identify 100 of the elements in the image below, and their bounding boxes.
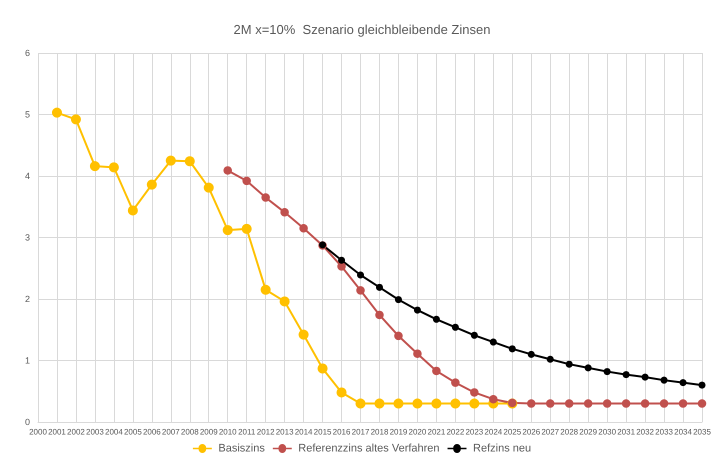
point bbox=[318, 363, 328, 374]
x-tick-label: 2011 bbox=[238, 428, 256, 436]
x-tick-label: 2020 bbox=[408, 428, 427, 436]
point bbox=[90, 161, 100, 172]
point bbox=[393, 398, 404, 409]
x-tick-label: 2000 bbox=[29, 428, 48, 436]
y-tick-label: 0 bbox=[24, 417, 30, 427]
point bbox=[527, 399, 536, 408]
x-tick-label: 2017 bbox=[352, 428, 370, 436]
point bbox=[470, 388, 479, 397]
x-tick-label: 2022 bbox=[446, 428, 465, 436]
x-tick-label: 2007 bbox=[162, 428, 180, 436]
point bbox=[242, 176, 251, 186]
x-tick-label: 2013 bbox=[276, 428, 294, 436]
point bbox=[489, 394, 498, 404]
x-tick-label: 2006 bbox=[142, 428, 162, 436]
point bbox=[146, 180, 157, 190]
point bbox=[546, 399, 554, 408]
point bbox=[602, 399, 612, 408]
x-tick-label: 2009 bbox=[200, 428, 218, 436]
point bbox=[490, 338, 497, 346]
y-tick-label: 3 bbox=[24, 232, 30, 242]
point bbox=[680, 379, 687, 386]
chart-title: 2M x=10% Szenario gleichbleibende Zinsen bbox=[234, 22, 490, 37]
y-tick-label: 6 bbox=[24, 48, 30, 58]
x-tick-label: 2027 bbox=[541, 428, 560, 436]
x-tick-label: 2008 bbox=[180, 428, 200, 436]
x-tick-label: 2005 bbox=[124, 428, 142, 436]
x-tick-label: 2030 bbox=[598, 428, 617, 436]
point bbox=[184, 156, 195, 166]
x-tick-label: 2031 bbox=[617, 428, 636, 436]
point bbox=[584, 364, 592, 372]
point bbox=[469, 398, 480, 409]
point bbox=[528, 350, 535, 358]
point bbox=[166, 156, 176, 166]
point bbox=[470, 332, 478, 339]
point bbox=[698, 382, 706, 389]
point bbox=[604, 368, 611, 376]
point bbox=[222, 225, 233, 236]
y-tick-label: 1 bbox=[24, 356, 30, 366]
x-tick-label: 2021 bbox=[428, 428, 446, 436]
x-tick-label: 2032 bbox=[636, 428, 655, 436]
point bbox=[223, 166, 232, 175]
x-tick-label: 2015 bbox=[314, 428, 332, 436]
x-tick-label: 2026 bbox=[522, 428, 541, 436]
point bbox=[508, 345, 516, 352]
point bbox=[356, 398, 366, 409]
point bbox=[564, 399, 574, 408]
point bbox=[280, 208, 289, 217]
y-tick-label: 2 bbox=[24, 294, 30, 304]
point bbox=[450, 398, 460, 409]
point bbox=[299, 224, 308, 233]
point bbox=[204, 182, 214, 193]
x-tick-label: 2019 bbox=[390, 428, 408, 436]
point bbox=[546, 356, 554, 363]
x-tick-label: 2001 bbox=[48, 428, 66, 436]
x-tick-label: 2029 bbox=[579, 428, 598, 436]
point bbox=[432, 316, 440, 323]
x-tick-label: 2023 bbox=[465, 428, 484, 436]
point bbox=[640, 399, 650, 408]
x-tick-label: 2033 bbox=[655, 428, 674, 436]
point bbox=[128, 205, 138, 216]
x-tick-label: 2004 bbox=[104, 428, 124, 436]
point bbox=[678, 399, 688, 408]
legend-label: Refzins neu bbox=[473, 442, 532, 454]
point bbox=[374, 398, 384, 409]
point bbox=[431, 398, 442, 409]
x-tick-label: 2034 bbox=[674, 428, 692, 436]
point bbox=[642, 374, 649, 381]
point bbox=[622, 371, 630, 378]
x-tick-label: 2035 bbox=[693, 428, 712, 436]
point bbox=[566, 360, 573, 368]
point bbox=[660, 399, 668, 408]
y-tick-label: 4 bbox=[24, 171, 30, 181]
point bbox=[108, 162, 119, 172]
y-tick-label: 5 bbox=[24, 110, 30, 120]
point bbox=[376, 284, 383, 291]
point bbox=[622, 399, 630, 408]
legend-label: Referenzzins altes Verfahren bbox=[298, 442, 440, 454]
x-tick-label: 2010 bbox=[218, 428, 238, 436]
point bbox=[413, 349, 422, 358]
x-tick-label: 2014 bbox=[294, 428, 314, 436]
point bbox=[52, 108, 62, 118]
x-tick-label: 2024 bbox=[484, 428, 503, 436]
x-tick-label: 2002 bbox=[67, 428, 86, 436]
point bbox=[280, 296, 290, 306]
point bbox=[584, 399, 592, 408]
x-tick-label: 2003 bbox=[86, 428, 104, 436]
point bbox=[394, 332, 403, 340]
x-tick-label: 2018 bbox=[370, 428, 389, 436]
x-tick-label: 2025 bbox=[503, 428, 522, 436]
point bbox=[70, 114, 81, 124]
point bbox=[660, 376, 668, 384]
point bbox=[412, 398, 422, 409]
point bbox=[375, 310, 384, 320]
point bbox=[357, 272, 364, 279]
x-tick-label: 2012 bbox=[256, 428, 276, 436]
legend-label: Basiszins bbox=[218, 442, 266, 454]
x-tick-label: 2028 bbox=[560, 428, 579, 436]
point bbox=[336, 387, 347, 398]
